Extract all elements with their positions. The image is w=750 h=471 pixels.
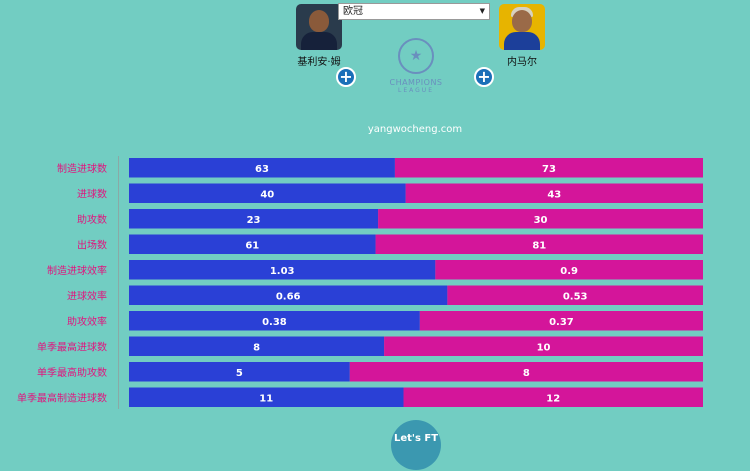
left-player-bar	[129, 183, 406, 203]
left-value-label: 61	[245, 240, 259, 251]
right-player-bar	[384, 336, 703, 356]
site-watermark: yangwocheng.com	[367, 124, 463, 135]
category-label: 制造进球效率	[47, 264, 107, 277]
right-player-bar	[435, 260, 703, 280]
left-value-label: 23	[247, 215, 261, 226]
category-label: 助攻数	[77, 213, 107, 226]
left-player-bar	[129, 260, 436, 280]
left-value-label: 5	[236, 368, 243, 379]
player-right[interactable]: 内马尔	[487, 4, 557, 68]
player-right-name: 内马尔	[507, 57, 537, 68]
left-player-bar	[129, 285, 448, 305]
add-player-left-plus-icon[interactable]: +	[336, 67, 356, 87]
champions-league-logo: ★ CHAMPIONS LEAGUE	[376, 38, 456, 114]
left-player-bar	[129, 387, 404, 407]
player-left-name: 基利安·姆	[297, 57, 341, 68]
right-player-bar	[378, 209, 703, 229]
category-label: 助攻效率	[67, 315, 107, 328]
competition-select[interactable]: 欧冠 ▼	[338, 3, 490, 20]
starball-icon: ★	[398, 38, 434, 74]
category-label: 单季最高进球数	[37, 340, 107, 353]
right-player-bar	[394, 158, 703, 178]
right-player-bar	[403, 387, 703, 407]
right-value-label: 12	[546, 393, 560, 404]
player-left[interactable]: 基利安·姆	[284, 4, 354, 68]
left-value-label: 1.03	[270, 266, 295, 277]
left-player-bar	[129, 362, 350, 382]
category-label: 单季最高助攻数	[37, 366, 107, 379]
logo-title: CHAMPIONS	[389, 78, 443, 87]
category-label: 进球数	[77, 187, 107, 200]
bottom-logo-title: Let's FT	[393, 433, 439, 444]
chevron-down-icon: ▼	[479, 7, 485, 15]
right-player-bar	[419, 311, 703, 331]
left-player-bar	[129, 158, 395, 178]
category-label: 进球效率	[67, 289, 107, 302]
left-player-bar	[129, 336, 385, 356]
category-label: 制造进球数	[57, 162, 107, 175]
left-value-label: 0.66	[276, 291, 301, 302]
right-player-bar	[375, 234, 703, 254]
right-value-label: 73	[542, 164, 556, 175]
label-divider	[118, 156, 119, 409]
lets-ft-logo: Let's FT	[391, 420, 441, 470]
left-value-label: 63	[255, 164, 269, 175]
right-value-label: 0.9	[560, 266, 578, 277]
left-value-label: 40	[260, 189, 274, 200]
right-value-label: 8	[523, 368, 530, 379]
left-value-label: 0.38	[262, 317, 287, 328]
left-value-label: 8	[253, 342, 260, 353]
right-value-label: 30	[534, 215, 548, 226]
left-player-bar	[129, 311, 420, 331]
right-value-label: 43	[547, 189, 561, 200]
right-player-bar	[405, 183, 703, 203]
competition-select-value: 欧冠	[343, 6, 363, 17]
right-value-label: 0.53	[563, 291, 588, 302]
right-value-label: 81	[532, 240, 546, 251]
right-value-label: 10	[537, 342, 551, 353]
left-player-bar	[129, 209, 379, 229]
right-value-label: 0.37	[549, 317, 574, 328]
player-left-photo	[296, 4, 342, 50]
right-player-bar	[447, 285, 703, 305]
category-label: 出场数	[77, 238, 107, 251]
logo-subtitle: LEAGUE	[398, 87, 434, 94]
bottom-logo-subtitle	[391, 444, 441, 450]
left-player-bar	[129, 234, 376, 254]
left-value-label: 11	[259, 393, 273, 404]
player-right-photo	[499, 4, 545, 50]
category-label: 单季最高制造进球数	[17, 391, 107, 404]
right-player-bar	[349, 362, 703, 382]
add-player-right-plus-icon[interactable]: +	[474, 67, 494, 87]
